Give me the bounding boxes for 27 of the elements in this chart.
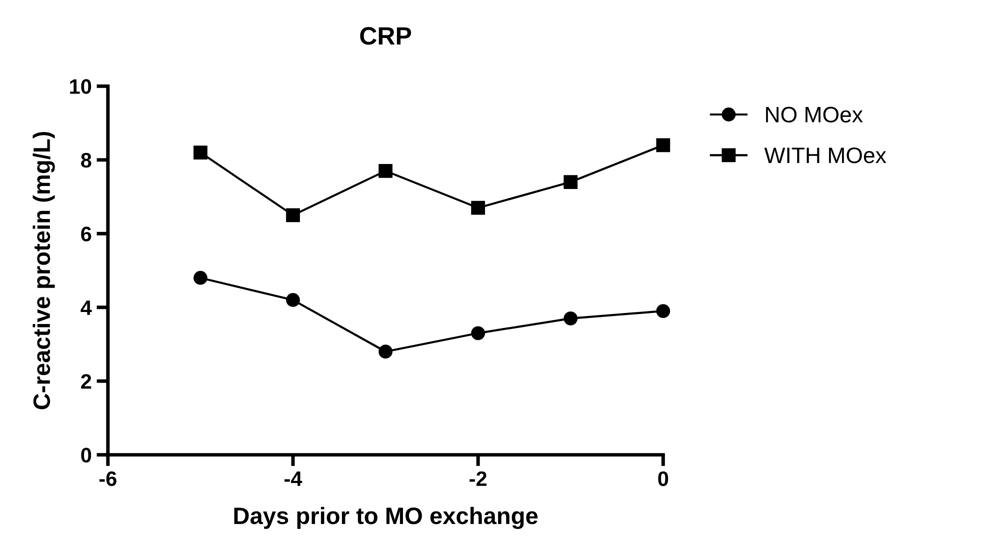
chart-title: CRP bbox=[360, 27, 412, 45]
point bbox=[656, 304, 670, 318]
y-axis-title: C-reactive protein (mg/L) bbox=[32, 132, 55, 410]
x-axis-title: Days prior to MO exchange bbox=[234, 506, 538, 529]
x-tick-label: -4 bbox=[284, 472, 302, 486]
point bbox=[286, 293, 300, 307]
legend-label: WITH MOex bbox=[764, 147, 886, 164]
x-tick-label: -2 bbox=[470, 471, 487, 486]
y-tick-label: 8 bbox=[81, 152, 92, 168]
y-tick-label: 0 bbox=[81, 448, 92, 463]
point bbox=[564, 311, 578, 326]
x-tick-label: -6 bbox=[99, 471, 116, 486]
point bbox=[378, 164, 392, 178]
legend-label: NO MOex bbox=[766, 106, 863, 123]
y-tick-label: 10 bbox=[70, 79, 92, 94]
point bbox=[471, 326, 486, 340]
point bbox=[286, 208, 300, 222]
point bbox=[656, 138, 670, 152]
point bbox=[194, 270, 208, 285]
y-tick-label: 6 bbox=[81, 226, 92, 242]
point bbox=[471, 200, 486, 215]
x-tick-label: 0 bbox=[658, 471, 668, 486]
point bbox=[378, 344, 392, 359]
y-tick-label: 2 bbox=[81, 374, 92, 389]
point bbox=[564, 175, 578, 189]
y-tick-label: 4 bbox=[80, 300, 92, 315]
point bbox=[194, 146, 208, 160]
